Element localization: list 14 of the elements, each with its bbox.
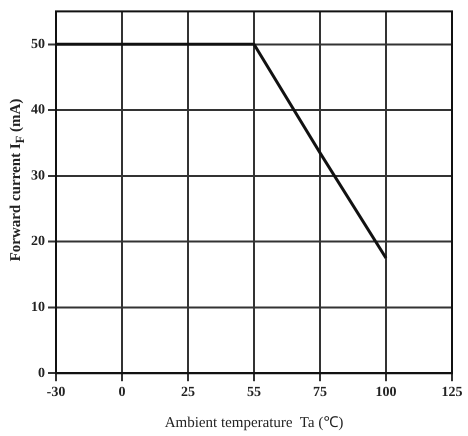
x-tick-label: 125 — [442, 385, 462, 400]
x-axis-title: Ambient temperature Ta (℃) — [164, 414, 344, 431]
y-tick-label: 30 — [31, 168, 45, 184]
y-tick-label: 50 — [31, 36, 45, 52]
y-tick-label: 40 — [31, 102, 45, 118]
x-tick-label: 55 — [247, 385, 261, 400]
y-tick-label: 20 — [31, 234, 45, 250]
x-tick-label: 75 — [313, 385, 327, 400]
x-tick-label: 0 — [118, 385, 126, 400]
x-tick-label: 25 — [181, 385, 195, 400]
x-tick-label: 100 — [376, 385, 396, 400]
y-tick-label: 10 — [31, 300, 45, 316]
y-tick-label: 0 — [38, 366, 45, 381]
x-tick-label: -30 — [46, 385, 66, 400]
